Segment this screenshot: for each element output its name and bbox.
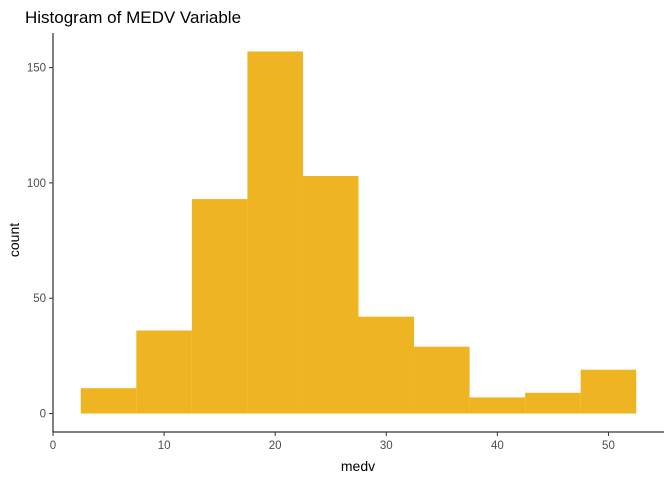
histogram-bar [469, 397, 526, 414]
histogram-bar [414, 346, 470, 414]
y-ticks-group: 0 50 100 150 [27, 63, 53, 421]
histogram-bar [525, 392, 581, 414]
histogram-bar [247, 51, 303, 414]
histogram-bar [358, 316, 415, 414]
x-axis-title: medv [341, 458, 375, 474]
bars-group [80, 51, 637, 414]
x-ticks-group: 0 10 20 30 40 50 [50, 432, 615, 452]
y-tick-label: 0 [40, 409, 46, 421]
x-tick-label: 50 [602, 440, 615, 452]
histogram-bar [191, 199, 248, 414]
histogram-bar [136, 330, 192, 414]
x-tick-label: 0 [50, 440, 56, 452]
histogram-bar [302, 175, 359, 414]
x-tick-label: 40 [491, 440, 504, 452]
histogram-bar [580, 369, 637, 414]
y-tick-label: 100 [27, 178, 46, 190]
x-tick-label: 30 [380, 440, 393, 452]
y-axis-title: count [6, 223, 22, 257]
x-tick-label: 10 [158, 440, 171, 452]
y-tick-label: 50 [33, 293, 46, 305]
histogram-bar [80, 388, 137, 414]
y-tick-label: 150 [27, 63, 46, 75]
chart-title: Histogram of MEDV Variable [25, 8, 241, 27]
x-tick-label: 20 [269, 440, 282, 452]
